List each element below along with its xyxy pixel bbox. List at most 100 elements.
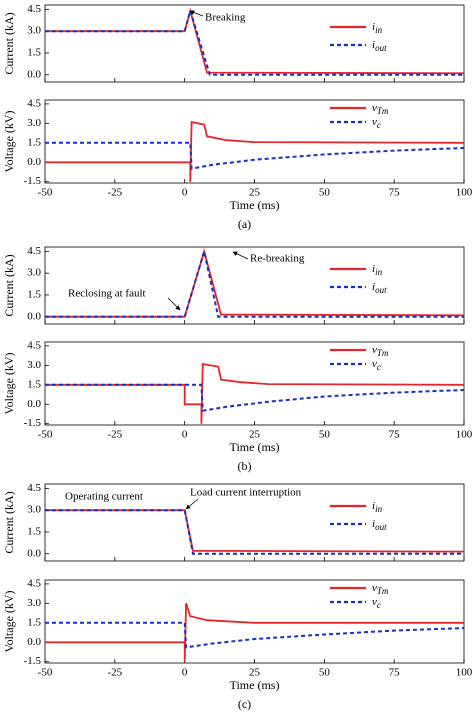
x-axis-label: Time (ms)	[230, 440, 280, 454]
series-line	[45, 362, 465, 424]
y-tick-label: 0.0	[27, 636, 41, 648]
legend-subscript: Tm	[377, 348, 389, 358]
series-line	[45, 120, 465, 182]
annotation-arrow	[167, 297, 181, 311]
caption: (b)	[238, 459, 252, 473]
series-line	[45, 509, 464, 555]
annotation: Reclosing at fault	[68, 288, 146, 300]
x-tick-label: 25	[249, 429, 261, 441]
legend-subscript: c	[377, 600, 381, 610]
y-tick-label: -1.5	[24, 175, 42, 187]
y-tick-label: 4.5	[27, 339, 41, 351]
x-tick-label: 100	[456, 667, 473, 679]
x-axis-label: Time (ms)	[230, 678, 280, 692]
x-axis-label: Time (ms)	[230, 198, 280, 212]
x-tick-label: 0	[182, 667, 188, 679]
y-tick-label: 1.5	[27, 46, 41, 58]
legend-subscript: out	[375, 285, 387, 295]
legend-label: vc	[372, 116, 381, 131]
y-tick-label: 3.0	[27, 267, 41, 279]
y-tick-label: 0.0	[27, 547, 41, 559]
x-tick-label: 50	[319, 429, 331, 441]
legend-name: i	[372, 500, 375, 512]
y-axis-label: Voltage (kV)	[2, 590, 16, 652]
x-tick-label: 25	[249, 667, 261, 679]
x-tick-label: -50	[38, 429, 53, 441]
y-tick-label: 4.5	[27, 577, 41, 589]
legend-label: iout	[372, 281, 387, 296]
y-tick-label: -1.5	[24, 655, 42, 667]
annotation: Load current interruption	[190, 487, 302, 499]
y-axis-label: Current (kA)	[2, 491, 16, 553]
x-tick-label: -25	[107, 429, 122, 441]
y-tick-label: 3.0	[27, 117, 41, 129]
legend-label: iout	[372, 518, 387, 533]
annotation: Re-breaking	[250, 253, 305, 265]
annotation-arrow	[185, 498, 199, 510]
y-tick-label: 0.0	[27, 398, 41, 410]
legend-label: iin	[372, 500, 383, 515]
y-tick-label: 4.5	[27, 3, 41, 15]
annotation-arrow	[232, 251, 249, 260]
series-line	[45, 509, 465, 553]
x-tick-label: 50	[319, 187, 331, 199]
x-tick-label: 25	[249, 187, 261, 199]
legend-label: vc	[372, 358, 381, 373]
x-tick-label: -50	[38, 187, 53, 199]
legend-name: i	[372, 21, 375, 33]
series-line	[45, 141, 465, 170]
x-tick-label: -25	[107, 667, 122, 679]
legend-subscript: in	[375, 267, 383, 277]
y-axis-label: Current (kA)	[2, 12, 16, 74]
x-tick-label: 0	[182, 187, 188, 199]
y-tick-label: 1.5	[27, 288, 41, 300]
y-tick-label: 4.5	[27, 245, 41, 257]
legend-subscript: c	[377, 120, 381, 130]
y-tick-label: 4.5	[27, 97, 41, 109]
y-tick-label: -1.5	[24, 417, 42, 429]
legend-subscript: in	[375, 504, 383, 514]
y-axis-label: Voltage (kV)	[2, 352, 16, 414]
legend-name: i	[372, 281, 375, 293]
y-tick-label: 3.0	[27, 504, 41, 516]
legend-name: v	[372, 116, 377, 128]
y-tick-label: 3.0	[27, 597, 41, 609]
legend-name: v	[372, 596, 377, 608]
legend-name: i	[372, 263, 375, 275]
x-tick-label: -50	[38, 667, 53, 679]
plot-frame	[44, 4, 465, 83]
series-line	[45, 7, 464, 76]
y-axis-label: Voltage (kV)	[2, 110, 16, 172]
legend-name: v	[372, 102, 377, 114]
x-tick-label: 75	[389, 429, 401, 441]
legend-label: vTm	[372, 102, 389, 117]
plot-frame	[44, 579, 465, 664]
x-tick-label: -25	[107, 187, 122, 199]
y-tick-label: 1.5	[27, 616, 41, 628]
series-line	[45, 7, 465, 75]
annotation: Operating current	[65, 491, 143, 503]
y-tick-label: 1.5	[27, 136, 41, 148]
legend-name: v	[372, 358, 377, 370]
x-tick-label: 75	[389, 187, 401, 199]
legend-label: iin	[372, 21, 383, 36]
series-line	[45, 251, 464, 318]
legend-label: vTm	[372, 582, 389, 597]
legend-subscript: Tm	[377, 106, 389, 116]
y-tick-label: 1.5	[27, 378, 41, 390]
x-tick-label: 0	[182, 429, 188, 441]
y-tick-label: 3.0	[27, 359, 41, 371]
legend-name: i	[372, 39, 375, 51]
annotation: Breaking	[205, 12, 246, 24]
series-line	[45, 621, 465, 649]
series-line	[45, 383, 465, 412]
x-tick-label: 100	[456, 429, 473, 441]
legend-label: vc	[372, 596, 381, 611]
legend-subscript: Tm	[377, 586, 389, 596]
legend-label: iout	[372, 39, 387, 54]
series-line	[45, 603, 464, 662]
legend-name: v	[372, 582, 377, 594]
annotation-arrow	[189, 10, 204, 17]
legend-subscript: out	[375, 522, 387, 532]
